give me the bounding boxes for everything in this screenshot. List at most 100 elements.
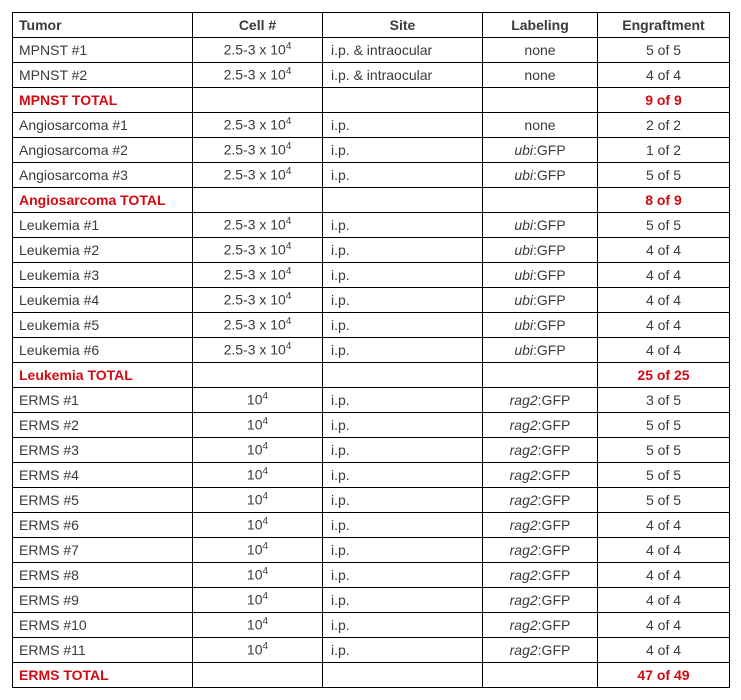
cell-engraftment: 4 of 4 (598, 63, 730, 88)
cell-count (193, 88, 323, 113)
table-row: ERMS #2104i.p.rag2:GFP5 of 5 (13, 413, 730, 438)
cell-engraftment: 5 of 5 (598, 463, 730, 488)
cell-site (323, 188, 483, 213)
cell-engraftment: 3 of 5 (598, 388, 730, 413)
cell-count: 2.5-3 x 104 (193, 138, 323, 163)
cell-engraftment: 4 of 4 (598, 263, 730, 288)
cell-site: i.p. (323, 138, 483, 163)
cell-count: 104 (193, 463, 323, 488)
cell-count: 104 (193, 388, 323, 413)
table-row: Angiosarcoma #22.5-3 x 104i.p.ubi:GFP1 o… (13, 138, 730, 163)
cell-tumor: Leukemia #3 (13, 263, 193, 288)
cell-engraftment: 4 of 4 (598, 313, 730, 338)
cell-tumor: Angiosarcoma #2 (13, 138, 193, 163)
cell-site: i.p. (323, 513, 483, 538)
cell-labeling: ubi:GFP (483, 238, 598, 263)
cell-count: 104 (193, 588, 323, 613)
cell-tumor: ERMS #2 (13, 413, 193, 438)
cell-tumor: Leukemia #1 (13, 213, 193, 238)
cell-tumor: ERMS #5 (13, 488, 193, 513)
cell-site: i.p. (323, 563, 483, 588)
cell-labeling: ubi:GFP (483, 213, 598, 238)
cell-tumor: Angiosarcoma #1 (13, 113, 193, 138)
cell-labeling (483, 363, 598, 388)
cell-site: i.p. (323, 288, 483, 313)
cell-engraftment: 4 of 4 (598, 638, 730, 663)
cell-engraftment: 4 of 4 (598, 238, 730, 263)
table-row: ERMS TOTAL 47 of 49 (13, 663, 730, 688)
table-row: Leukemia TOTAL25 of 25 (13, 363, 730, 388)
cell-count: 2.5-3 x 104 (193, 263, 323, 288)
cell-engraftment: 4 of 4 (598, 288, 730, 313)
cell-labeling: ubi:GFP (483, 138, 598, 163)
cell-count: 2.5-3 x 104 (193, 113, 323, 138)
cell-labeling: none (483, 63, 598, 88)
cell-labeling (483, 188, 598, 213)
cell-tumor: ERMS #6 (13, 513, 193, 538)
cell-labeling: rag2:GFP (483, 513, 598, 538)
cell-tumor: Leukemia #5 (13, 313, 193, 338)
cell-site: i.p. (323, 538, 483, 563)
cell-labeling: rag2:GFP (483, 538, 598, 563)
cell-site: i.p. & intraocular (323, 38, 483, 63)
cell-tumor: MPNST TOTAL (13, 88, 193, 113)
cell-labeling (483, 663, 598, 688)
table-row: ERMS #5104i.p.rag2:GFP5 of 5 (13, 488, 730, 513)
cell-engraftment: 47 of 49 (598, 663, 730, 688)
col-site: Site (323, 13, 483, 38)
cell-site: i.p. (323, 213, 483, 238)
cell-labeling: rag2:GFP (483, 413, 598, 438)
table-row: MPNST #12.5-3 x 104i.p. & intraocularnon… (13, 38, 730, 63)
table-row: ERMS #11104i.p.rag2:GFP4 of 4 (13, 638, 730, 663)
cell-count: 104 (193, 638, 323, 663)
cell-engraftment: 5 of 5 (598, 38, 730, 63)
engraftment-table: Tumor Cell # Site Labeling Engraftment M… (12, 12, 730, 688)
cell-tumor: ERMS #7 (13, 538, 193, 563)
table-row: ERMS #1104i.p.rag2:GFP3 of 5 (13, 388, 730, 413)
cell-site: i.p. (323, 313, 483, 338)
cell-site (323, 663, 483, 688)
table-row: Leukemia #62.5-3 x 104i.p.ubi:GFP4 of 4 (13, 338, 730, 363)
cell-labeling: rag2:GFP (483, 588, 598, 613)
table-header-row: Tumor Cell # Site Labeling Engraftment (13, 13, 730, 38)
cell-labeling: ubi:GFP (483, 163, 598, 188)
cell-tumor: Angiosarcoma TOTAL (13, 188, 193, 213)
cell-engraftment: 5 of 5 (598, 438, 730, 463)
cell-count (193, 363, 323, 388)
cell-count: 2.5-3 x 104 (193, 213, 323, 238)
cell-site (323, 88, 483, 113)
cell-engraftment: 4 of 4 (598, 538, 730, 563)
cell-tumor: MPNST #2 (13, 63, 193, 88)
cell-engraftment: 9 of 9 (598, 88, 730, 113)
table-row: Angiosarcoma #12.5-3 x 104i.p.none2 of 2 (13, 113, 730, 138)
table-row: ERMS #9104i.p.rag2:GFP4 of 4 (13, 588, 730, 613)
cell-count: 2.5-3 x 104 (193, 288, 323, 313)
table-row: ERMS #3104i.p.rag2:GFP5 of 5 (13, 438, 730, 463)
cell-engraftment: 4 of 4 (598, 613, 730, 638)
cell-labeling (483, 88, 598, 113)
cell-labeling: rag2:GFP (483, 463, 598, 488)
cell-site: i.p. (323, 488, 483, 513)
cell-tumor: ERMS #1 (13, 388, 193, 413)
cell-engraftment: 1 of 2 (598, 138, 730, 163)
cell-count: 104 (193, 438, 323, 463)
cell-labeling: ubi:GFP (483, 313, 598, 338)
cell-site: i.p. (323, 588, 483, 613)
cell-labeling: rag2:GFP (483, 563, 598, 588)
table-row: Leukemia #12.5-3 x 104i.p.ubi:GFP5 of 5 (13, 213, 730, 238)
cell-engraftment: 25 of 25 (598, 363, 730, 388)
cell-tumor: ERMS TOTAL (13, 663, 193, 688)
cell-count: 104 (193, 413, 323, 438)
cell-engraftment: 5 of 5 (598, 413, 730, 438)
cell-count: 104 (193, 563, 323, 588)
cell-tumor: ERMS #10 (13, 613, 193, 638)
cell-count: 2.5-3 x 104 (193, 338, 323, 363)
cell-labeling: rag2:GFP (483, 638, 598, 663)
col-cell: Cell # (193, 13, 323, 38)
table-row: Leukemia #32.5-3 x 104i.p.ubi:GFP4 of 4 (13, 263, 730, 288)
cell-count: 104 (193, 488, 323, 513)
cell-labeling: rag2:GFP (483, 488, 598, 513)
cell-engraftment: 8 of 9 (598, 188, 730, 213)
cell-engraftment: 5 of 5 (598, 163, 730, 188)
col-labeling: Labeling (483, 13, 598, 38)
